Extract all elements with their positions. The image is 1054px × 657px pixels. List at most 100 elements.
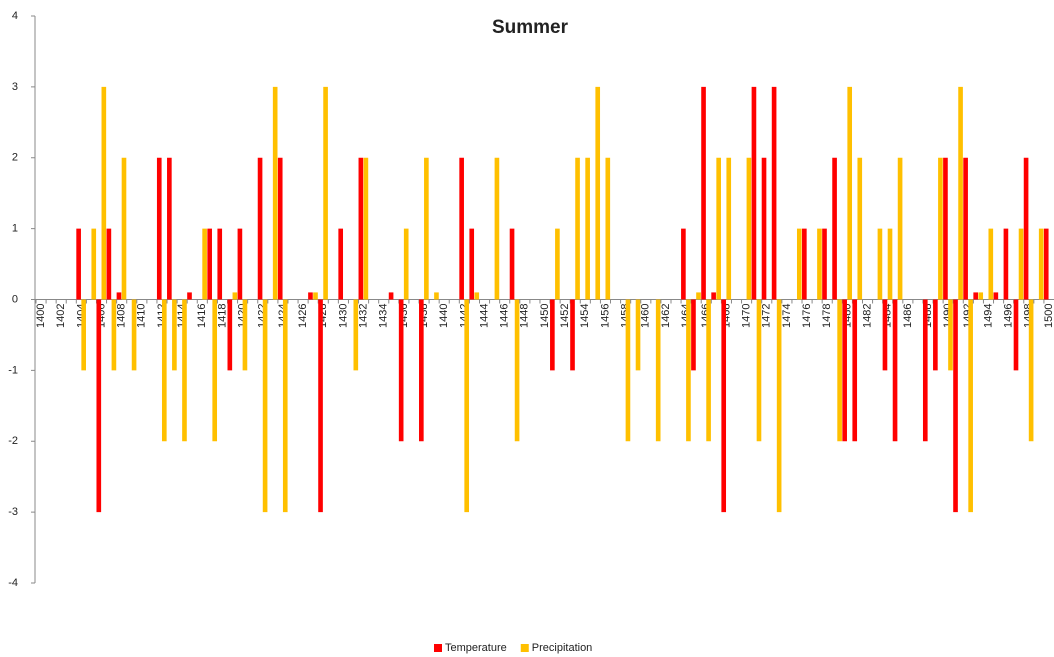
bar xyxy=(958,86,963,300)
bar xyxy=(625,299,631,442)
bar xyxy=(751,86,757,300)
bar xyxy=(434,292,439,300)
bar xyxy=(570,299,575,371)
bar xyxy=(721,299,727,513)
x-tick-label: 1472 xyxy=(761,304,773,328)
bar xyxy=(469,228,475,300)
bar xyxy=(237,228,243,300)
bar xyxy=(716,157,721,300)
x-tick-label: 1416 xyxy=(196,304,208,328)
x-tick-label: 1496 xyxy=(1003,304,1015,328)
bar xyxy=(655,299,661,442)
bar xyxy=(701,86,706,300)
y-tick-label: 3 xyxy=(12,81,18,93)
bar xyxy=(686,299,691,442)
bar xyxy=(711,292,716,300)
bar xyxy=(358,157,364,300)
y-tick-label: 1 xyxy=(12,223,18,235)
bar xyxy=(595,86,601,300)
bar xyxy=(91,228,97,300)
legend-swatch xyxy=(434,644,442,652)
bar xyxy=(922,299,928,442)
x-tick-label: 1434 xyxy=(378,304,390,328)
bar xyxy=(796,228,802,300)
bar xyxy=(605,157,611,300)
bar xyxy=(424,157,429,300)
bar xyxy=(116,292,122,300)
bar xyxy=(575,157,580,300)
bar xyxy=(761,157,767,300)
x-tick-label: 1478 xyxy=(821,304,833,328)
bar xyxy=(313,292,318,300)
bar xyxy=(101,86,107,300)
x-tick-label: 1430 xyxy=(337,304,349,328)
bar xyxy=(388,292,394,300)
bar xyxy=(1043,228,1049,300)
bar xyxy=(509,228,515,300)
x-tick-label: 1408 xyxy=(116,304,128,328)
bar xyxy=(227,299,233,371)
x-tick-label: 1470 xyxy=(740,304,752,328)
x-tick-label: 1418 xyxy=(216,304,228,328)
bar xyxy=(212,299,218,442)
legend-label: Precipitation xyxy=(532,642,593,654)
bar xyxy=(398,299,404,442)
bar xyxy=(978,292,984,300)
bar xyxy=(691,299,696,371)
bar xyxy=(459,157,464,300)
bar xyxy=(494,157,500,300)
bar xyxy=(882,299,888,371)
x-tick-label: 1446 xyxy=(499,304,511,328)
bar xyxy=(842,299,847,442)
bar xyxy=(837,299,842,442)
bar xyxy=(585,157,590,300)
bar xyxy=(403,228,409,300)
y-tick-label: -2 xyxy=(8,435,18,447)
x-tick-label: 1450 xyxy=(539,304,551,328)
bar xyxy=(968,299,973,513)
x-tick-label: 1462 xyxy=(660,304,672,328)
bar xyxy=(948,299,953,371)
y-tick-label: -1 xyxy=(8,364,18,376)
bar xyxy=(857,157,863,300)
y-tick-label: -3 xyxy=(8,506,18,518)
bar xyxy=(817,228,822,300)
bar xyxy=(76,228,81,300)
bar xyxy=(277,157,283,300)
x-tick-label: 1432 xyxy=(357,304,369,328)
legend-label: Temperature xyxy=(445,642,507,654)
x-tick-label: 1410 xyxy=(136,304,148,328)
bar xyxy=(257,157,263,300)
bar xyxy=(272,86,278,300)
bar xyxy=(363,157,369,300)
x-tick-label: 1474 xyxy=(781,304,793,328)
x-tick-label: 1448 xyxy=(519,304,531,328)
bar xyxy=(323,86,328,300)
bar xyxy=(988,228,994,300)
bar xyxy=(635,299,641,371)
bar xyxy=(167,157,172,300)
y-tick-label: 4 xyxy=(12,10,18,22)
bar xyxy=(353,299,359,371)
x-tick-label: 1426 xyxy=(297,304,309,328)
bar xyxy=(1028,299,1034,442)
bar xyxy=(1038,228,1044,300)
bar xyxy=(706,299,711,442)
bar xyxy=(681,228,686,300)
bar xyxy=(756,299,762,442)
bar xyxy=(726,157,732,300)
bar xyxy=(111,299,117,371)
bar xyxy=(696,292,701,300)
bar xyxy=(771,86,777,300)
bar xyxy=(746,157,752,300)
bar xyxy=(1003,228,1009,300)
chart-title: Summer xyxy=(492,17,569,38)
bar xyxy=(182,299,187,442)
bar xyxy=(943,157,948,300)
bar xyxy=(892,299,898,442)
bar xyxy=(338,228,344,300)
bar xyxy=(121,157,127,300)
x-tick-label: 1452 xyxy=(559,304,571,328)
bar xyxy=(776,299,782,513)
bar xyxy=(1018,228,1024,300)
